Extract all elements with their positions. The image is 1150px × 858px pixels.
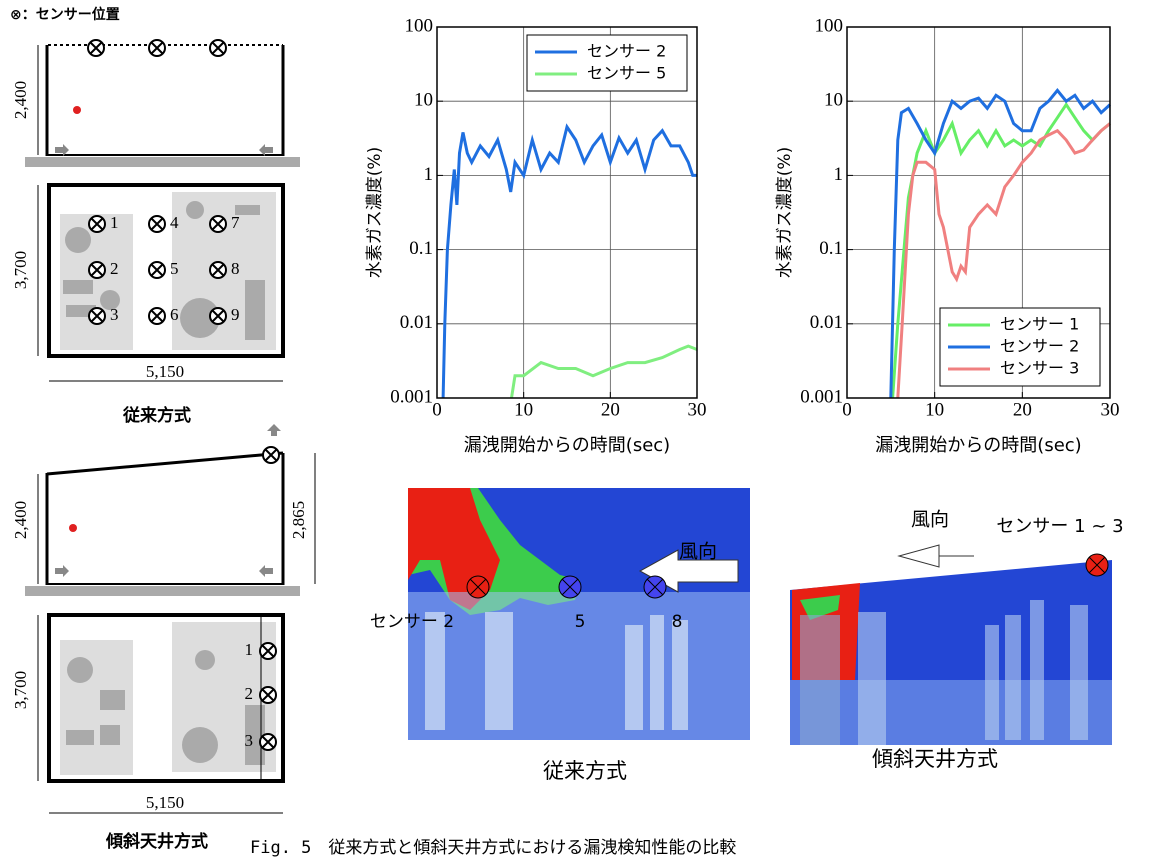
y-tick-label: 0.1	[819, 238, 843, 259]
sensor-label: 8	[672, 612, 683, 632]
x-axis-label: 漏洩開始からの時間(sec)	[875, 435, 1081, 456]
x-tick-label: 20	[1013, 399, 1032, 420]
x-tick-label: 30	[688, 399, 707, 420]
y-tick-label: 0.01	[400, 312, 433, 333]
plan-conventional	[38, 185, 283, 381]
y-axis-label: 水素ガス濃度(%)	[365, 147, 385, 278]
figure: ⊗：センサー位置 2,400 3,700 5,150 従来方式	[0, 0, 1150, 858]
x-tick-label: 0	[842, 399, 852, 420]
y-tick-label: 100	[815, 15, 844, 36]
diagram-label: 従来方式	[122, 405, 191, 426]
x-tick-label: 30	[1101, 399, 1120, 420]
y-tick-label: 0.001	[800, 386, 843, 407]
sensor-label: センサー 1 ~ 3	[996, 516, 1123, 537]
dim-depth: 3,700	[11, 251, 30, 289]
sensor-number: 9	[231, 305, 240, 324]
simulation-image	[790, 545, 1112, 745]
sensor-number: 3	[110, 305, 119, 324]
x-axis-label: 漏洩開始からの時間(sec)	[464, 435, 670, 456]
simulation-label: 従来方式	[543, 759, 627, 783]
dim-width: 5,150	[146, 793, 184, 812]
x-tick-label: 10	[925, 399, 944, 420]
y-axis-label: 水素ガス濃度(%)	[775, 147, 795, 278]
sensor-number: 2	[110, 259, 119, 278]
x-tick-label: 0	[432, 399, 442, 420]
legend-label: センサー 3	[1000, 359, 1079, 378]
dim-width: 5,150	[146, 362, 184, 381]
y-tick-label: 10	[414, 90, 433, 111]
legend-label: センサー 1	[1000, 315, 1079, 334]
wind-label: 風向	[679, 541, 717, 563]
dim-height: 2,400	[11, 81, 30, 119]
sensor-number: 8	[231, 259, 240, 278]
caption: Fig. 5 従来方式と傾斜天井方式における漏洩検知性能の比較	[250, 838, 736, 858]
sensor-label: 5	[575, 612, 586, 632]
sensor-number: 7	[231, 213, 240, 232]
page: {"legend_note": "⊗：センサー位置", "diagrams": …	[0, 0, 1150, 858]
x-tick-label: 10	[514, 399, 533, 420]
y-tick-label: 1	[834, 164, 844, 185]
wind-label: 風向	[911, 509, 949, 531]
dim-height-high: 2,865	[289, 501, 308, 539]
sensor-number: 1	[110, 213, 119, 232]
diagram-label: 傾斜天井方式	[105, 831, 208, 852]
sensor-number: 5	[170, 259, 179, 278]
sensor-number: 4	[170, 213, 179, 232]
sensor-number: 6	[170, 305, 179, 324]
y-tick-label: 0.1	[409, 238, 433, 259]
x-tick-label: 20	[601, 399, 620, 420]
legend-label: センサー 2	[1000, 337, 1079, 356]
simulation-label: 傾斜天井方式	[872, 747, 998, 771]
y-tick-label: 1	[424, 164, 434, 185]
sensor-label: センサー 2	[370, 612, 454, 632]
dim-depth: 3,700	[11, 671, 30, 709]
sensor-legend: ⊗：センサー位置	[10, 6, 120, 23]
y-tick-label: 10	[824, 90, 843, 111]
legend-label: センサー 5	[587, 64, 666, 83]
y-tick-label: 100	[405, 15, 434, 36]
sensor-number: 3	[245, 731, 254, 750]
dim-height: 2,400	[11, 501, 30, 539]
legend-label: センサー 2	[587, 42, 666, 61]
sensor-number: 2	[245, 684, 254, 703]
y-tick-label: 0.001	[390, 386, 433, 407]
y-tick-label: 0.01	[810, 312, 843, 333]
elevation-conventional	[25, 45, 300, 167]
sensor-number: 1	[245, 640, 254, 659]
